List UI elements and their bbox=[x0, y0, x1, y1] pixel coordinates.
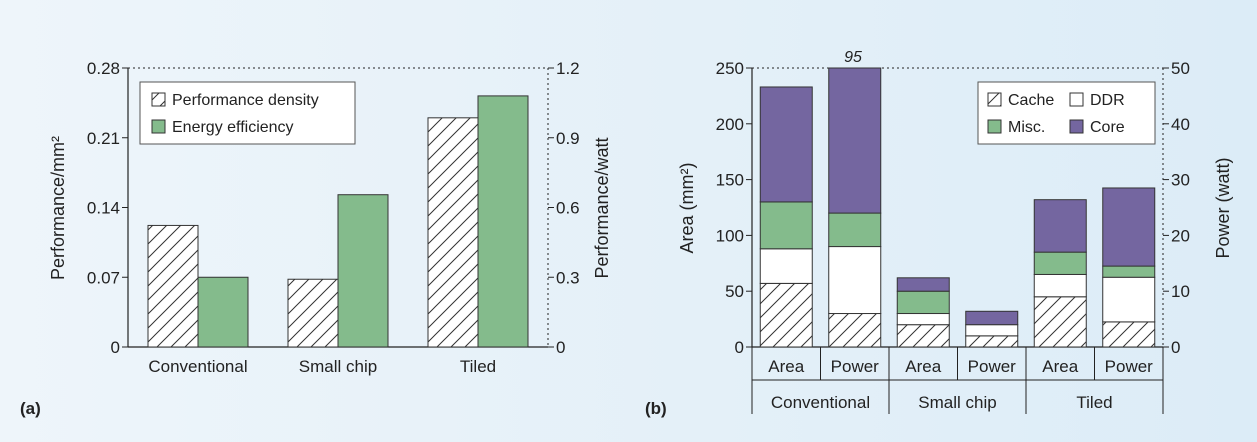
bar-energy-efficiency-small-chip bbox=[337, 194, 389, 348]
segment-misc-tiled-area bbox=[1033, 251, 1087, 275]
x-tick-label-tiled: Tiled bbox=[460, 357, 496, 376]
legend-swatch-core bbox=[1069, 119, 1084, 134]
segment-cache-small-chip-power bbox=[965, 335, 1019, 348]
legend-label-misc: Misc. bbox=[1008, 119, 1045, 136]
segment-core-small-chip-area bbox=[896, 277, 950, 292]
segment-ddr-small-chip-area bbox=[896, 313, 950, 326]
bar-energy-efficiency-conventional bbox=[197, 276, 249, 348]
panel-b-legend-box bbox=[977, 81, 1156, 145]
segment-ddr-small-chip-power bbox=[965, 324, 1019, 337]
legend-label-performance-density: Performance density bbox=[172, 92, 319, 109]
panel-b-right-axis-title: Power (watt) bbox=[1213, 157, 1233, 258]
x-sub-label-area: Area bbox=[768, 357, 804, 376]
panel-b-right-tick-label: 30 bbox=[1171, 171, 1190, 190]
panel-b-right-tick-label: 40 bbox=[1171, 115, 1190, 134]
legend-swatch-energy-efficiency bbox=[151, 119, 166, 134]
segment-ddr-conventional-area bbox=[759, 248, 813, 284]
panel-b-right-tick-label: 20 bbox=[1171, 226, 1190, 245]
segment-core-small-chip-power bbox=[965, 310, 1019, 326]
panel-a-left-tick-label: 0.28 bbox=[87, 59, 120, 78]
panel-a-left-tick-label: 0 bbox=[111, 338, 120, 357]
segment-misc-small-chip-area bbox=[896, 290, 950, 315]
legend-swatch-performance-density bbox=[151, 92, 166, 107]
segment-cache-conventional-power bbox=[828, 313, 882, 348]
panel-a-right-axis-title: Performance/watt bbox=[592, 137, 612, 278]
panel-a-legend-box bbox=[139, 81, 356, 145]
segment-ddr-tiled-power bbox=[1102, 276, 1156, 323]
bar-performance-density-conventional bbox=[147, 224, 199, 348]
group-label-conventional: Conventional bbox=[771, 393, 870, 412]
x-sub-label-area: Area bbox=[1042, 357, 1078, 376]
legend-label-energy-efficiency: Energy efficiency bbox=[172, 119, 294, 136]
panel-b-annotation: 95 bbox=[844, 49, 862, 66]
legend-swatch-misc bbox=[987, 119, 1002, 134]
panel-a-right-tick-label: 0.9 bbox=[556, 129, 580, 148]
segment-ddr-tiled-area bbox=[1033, 273, 1087, 298]
x-sub-label-power: Power bbox=[1105, 357, 1154, 376]
legend-swatch-ddr bbox=[1069, 92, 1084, 107]
panel-b-label: (b) bbox=[645, 399, 667, 418]
panel-b-left-tick-label: 50 bbox=[725, 282, 744, 301]
panel-a-legend: Performance density Energy efficiency bbox=[139, 81, 356, 145]
panel-b-right-tick-label: 10 bbox=[1171, 282, 1190, 301]
segment-cache-tiled-area bbox=[1033, 296, 1087, 348]
panel-a-left-tick-label: 0.21 bbox=[87, 129, 120, 148]
panel-a-right-tick-label: 0 bbox=[556, 338, 565, 357]
segment-cache-small-chip-area bbox=[896, 324, 950, 348]
panel-b-legend: Cache DDR Misc. Core bbox=[977, 81, 1156, 145]
bar-performance-density-tiled bbox=[427, 117, 479, 348]
panel-a-right-tick-label: 0.6 bbox=[556, 199, 580, 218]
panel-a-left-tick-label: 0.14 bbox=[87, 199, 120, 218]
legend-label-ddr: DDR bbox=[1090, 92, 1125, 109]
x-tick-label-small-chip: Small chip bbox=[299, 357, 377, 376]
segment-misc-tiled-power bbox=[1102, 265, 1156, 278]
segment-core-tiled-power bbox=[1102, 187, 1156, 267]
legend-swatch-cache bbox=[987, 92, 1002, 107]
panel-b-left-tick-label: 100 bbox=[716, 226, 744, 245]
chart-panel-b: Area (mm²) Power (watt) (b) 95 Cache DDR… bbox=[645, 49, 1233, 418]
x-sub-label-power: Power bbox=[968, 357, 1017, 376]
chart-panel-a: Performance/mm² Performance/watt (a) Per… bbox=[20, 59, 612, 418]
legend-label-cache: Cache bbox=[1008, 92, 1054, 109]
panel-b-right-tick-label: 50 bbox=[1171, 59, 1190, 78]
panel-b-left-tick-label: 150 bbox=[716, 171, 744, 190]
panel-a-right-tick-label: 1.2 bbox=[556, 59, 580, 78]
panel-b-left-tick-label: 200 bbox=[716, 115, 744, 134]
segment-cache-tiled-power bbox=[1102, 321, 1156, 348]
bar-performance-density-small-chip bbox=[287, 278, 339, 348]
panel-a-right-tick-label: 0.3 bbox=[556, 268, 580, 287]
panel-a-y-axis-title: Performance/mm² bbox=[48, 136, 68, 280]
group-label-tiled: Tiled bbox=[1076, 393, 1112, 412]
panel-a-left-tick-label: 0.07 bbox=[87, 268, 120, 287]
x-sub-label-power: Power bbox=[831, 357, 880, 376]
segment-misc-conventional-area bbox=[759, 201, 813, 250]
panel-b-right-tick-label: 0 bbox=[1171, 338, 1180, 357]
segment-core-conventional-area bbox=[759, 86, 813, 203]
segment-misc-conventional-power bbox=[828, 212, 882, 248]
x-tick-label-conventional: Conventional bbox=[148, 357, 247, 376]
legend-label-core: Core bbox=[1090, 119, 1125, 136]
bar-energy-efficiency-tiled bbox=[477, 95, 529, 348]
x-sub-label-area: Area bbox=[905, 357, 941, 376]
panel-b-y-axis-title: Area (mm²) bbox=[677, 163, 697, 254]
panel-b-left-tick-label: 250 bbox=[716, 59, 744, 78]
group-label-small-chip: Small chip bbox=[918, 393, 996, 412]
segment-ddr-conventional-power bbox=[828, 246, 882, 315]
segment-core-tiled-area bbox=[1033, 199, 1087, 253]
panel-a-label: (a) bbox=[20, 399, 41, 418]
panel-b-left-tick-label: 0 bbox=[735, 338, 744, 357]
segment-cache-conventional-area bbox=[759, 282, 813, 348]
segment-core-conventional-power bbox=[828, 67, 882, 214]
